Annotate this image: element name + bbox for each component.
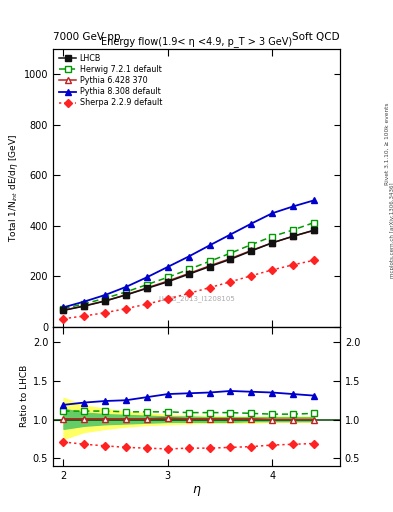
Pythia 8.308 default [291,203,296,209]
Herwig 7.2.1 default [228,250,233,257]
Pythia 6.428 370 [207,263,212,269]
LHCB [249,248,253,254]
LHCB [165,279,170,285]
Sherpa 2.2.9 default [61,316,66,322]
Pythia 6.428 370 [270,240,274,246]
Pythia 6.428 370 [186,270,191,276]
LHCB [145,285,149,291]
Y-axis label: Total 1/N$_{int}$ dE/d$\eta$ [GeV]: Total 1/N$_{int}$ dE/d$\eta$ [GeV] [7,134,20,242]
Sherpa 2.2.9 default [249,273,253,279]
LHCB [270,240,274,246]
Pythia 8.308 default [249,221,253,227]
Sherpa 2.2.9 default [186,290,191,296]
Sherpa 2.2.9 default [207,285,212,291]
Text: mcplots.cern.ch [arXiv:1306.3436]: mcplots.cern.ch [arXiv:1306.3436] [390,183,393,278]
Pythia 6.428 370 [165,278,170,284]
Pythia 8.308 default [103,292,108,298]
Pythia 8.308 default [228,231,233,238]
Legend: LHCB, Herwig 7.2.1 default, Pythia 6.428 370, Pythia 8.308 default, Sherpa 2.2.9: LHCB, Herwig 7.2.1 default, Pythia 6.428… [57,53,163,109]
Pythia 6.428 370 [249,247,253,253]
Herwig 7.2.1 default [312,220,316,226]
Sherpa 2.2.9 default [124,306,129,312]
Text: Rivet 3.1.10, ≥ 100k events: Rivet 3.1.10, ≥ 100k events [385,102,389,185]
Pythia 6.428 370 [103,297,108,304]
LHCB [61,307,66,313]
Y-axis label: Ratio to LHCB: Ratio to LHCB [20,365,29,428]
X-axis label: $\eta$: $\eta$ [192,483,201,498]
Pythia 8.308 default [124,284,129,290]
Title: Energy flow(1.9< η <4.9, p_T > 3 GeV): Energy flow(1.9< η <4.9, p_T > 3 GeV) [101,36,292,48]
LHCB [82,303,87,309]
Pythia 8.308 default [145,274,149,281]
Pythia 6.428 370 [228,255,233,262]
Pythia 8.308 default [312,197,316,203]
Line: Pythia 8.308 default: Pythia 8.308 default [61,197,317,310]
Pythia 8.308 default [82,298,87,305]
Sherpa 2.2.9 default [291,262,296,268]
LHCB [291,233,296,240]
Herwig 7.2.1 default [124,289,129,295]
Herwig 7.2.1 default [207,258,212,264]
Pythia 6.428 370 [145,285,149,291]
Sherpa 2.2.9 default [103,310,108,316]
LHCB [103,298,108,304]
Herwig 7.2.1 default [82,301,87,307]
Pythia 6.428 370 [124,292,129,298]
Pythia 8.308 default [270,210,274,217]
Sherpa 2.2.9 default [312,257,316,263]
Line: Sherpa 2.2.9 default: Sherpa 2.2.9 default [61,258,317,322]
LHCB [207,264,212,270]
Herwig 7.2.1 default [165,274,170,281]
LHCB [228,256,233,262]
LHCB [186,271,191,278]
Herwig 7.2.1 default [103,295,108,302]
Text: Soft QCD: Soft QCD [292,32,340,42]
Text: LHCB_2013_I1208105: LHCB_2013_I1208105 [158,295,235,303]
Line: LHCB: LHCB [61,227,317,313]
Herwig 7.2.1 default [186,266,191,272]
Pythia 6.428 370 [82,303,87,309]
Sherpa 2.2.9 default [82,313,87,319]
Text: 7000 GeV pp: 7000 GeV pp [53,32,121,42]
Sherpa 2.2.9 default [228,279,233,285]
Herwig 7.2.1 default [270,233,274,240]
Herwig 7.2.1 default [291,227,296,233]
Sherpa 2.2.9 default [165,296,170,302]
Pythia 8.308 default [207,242,212,248]
Pythia 8.308 default [61,304,66,310]
Sherpa 2.2.9 default [145,301,149,307]
Pythia 8.308 default [165,264,170,270]
Line: Pythia 6.428 370: Pythia 6.428 370 [61,227,317,313]
Pythia 6.428 370 [312,227,316,233]
Pythia 8.308 default [186,253,191,260]
Line: Herwig 7.2.1 default: Herwig 7.2.1 default [61,220,317,312]
Pythia 6.428 370 [61,307,66,313]
Herwig 7.2.1 default [145,282,149,288]
Herwig 7.2.1 default [249,242,253,248]
LHCB [124,292,129,298]
LHCB [312,227,316,233]
Pythia 6.428 370 [291,233,296,240]
Herwig 7.2.1 default [61,306,66,312]
Sherpa 2.2.9 default [270,267,274,273]
